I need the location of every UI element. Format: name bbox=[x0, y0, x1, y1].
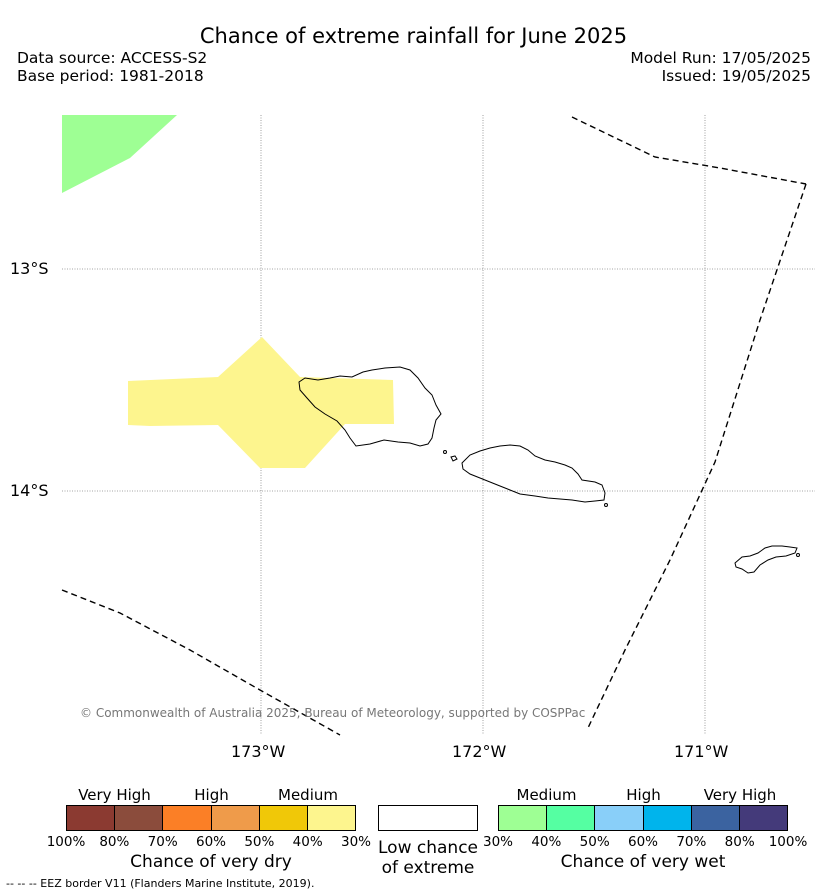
wet-colorbar-label: Chance of very wet bbox=[560, 852, 726, 872]
wet-colorbar bbox=[498, 805, 788, 831]
dry-colorbar-tick-6: 30% bbox=[340, 834, 371, 850]
dry-group-very-high: Very High bbox=[78, 786, 151, 804]
wet-colorbar-tick-0: 30% bbox=[482, 834, 513, 850]
dry-colorbar-tick-4: 50% bbox=[244, 834, 275, 850]
wet-colorbar-tick-5: 80% bbox=[724, 834, 755, 850]
wet-colorbar-tick-6: 100% bbox=[768, 834, 808, 850]
eez-borders bbox=[61, 116, 807, 736]
low-chance-label-line2: of extreme bbox=[381, 858, 475, 878]
dry-group-high: High bbox=[194, 786, 229, 804]
lat-label-14s: 14°S bbox=[10, 481, 49, 500]
dry-colorbar-tick-5: 40% bbox=[292, 834, 323, 850]
model-run-text: Model Run: 17/05/2025 bbox=[630, 49, 811, 67]
wet-group-medium: Medium bbox=[516, 786, 577, 804]
medium-dry-region bbox=[128, 337, 394, 468]
data-source-text: Data source: ACCESS-S2 bbox=[17, 49, 208, 67]
lon-label-172w: 172°W bbox=[452, 742, 507, 761]
dry-colorbar-tick-1: 80% bbox=[99, 834, 130, 850]
wet-colorbar-tick-2: 50% bbox=[579, 834, 610, 850]
lon-label-171w: 171°W bbox=[674, 742, 729, 761]
wet-colorbar-tick-3: 60% bbox=[627, 834, 658, 850]
wet-colorbar-segment-5 bbox=[738, 806, 788, 830]
apolima-islet bbox=[443, 450, 447, 454]
aunuu-islet bbox=[796, 553, 800, 557]
wet-colorbar-segment-0 bbox=[499, 806, 547, 830]
eez-border-north bbox=[571, 116, 807, 185]
copyright-text: © Commonwealth of Australia 2025, Bureau… bbox=[80, 706, 586, 720]
dry-colorbar-segment-3 bbox=[210, 806, 259, 830]
dry-colorbar-segment-0 bbox=[67, 806, 115, 830]
upolu-island-outline bbox=[461, 444, 606, 503]
wet-colorbar-tick-1: 40% bbox=[531, 834, 562, 850]
dry-colorbar-segment-4 bbox=[258, 806, 307, 830]
wet-group-high: High bbox=[626, 786, 661, 804]
wet-colorbar-segment-4 bbox=[690, 806, 739, 830]
issued-date-text: Issued: 19/05/2025 bbox=[661, 67, 811, 85]
dry-colorbar-tick-2: 70% bbox=[147, 834, 178, 850]
dry-colorbar-tick-3: 60% bbox=[195, 834, 226, 850]
nuutele-islet bbox=[604, 503, 608, 507]
lat-label-13s: 13°S bbox=[10, 259, 49, 278]
dry-group-medium: Medium bbox=[278, 786, 338, 804]
wet-colorbar-segment-2 bbox=[594, 806, 643, 830]
dry-colorbar-segment-1 bbox=[114, 806, 163, 830]
eez-border-note: -- -- -- EEZ border V11 (Flanders Marine… bbox=[6, 877, 315, 890]
manono-islet bbox=[450, 455, 458, 462]
low-chance-swatch bbox=[378, 805, 478, 831]
low-chance-label-line1: Low chance bbox=[378, 838, 478, 858]
tutuila-island-outline bbox=[734, 545, 798, 574]
savaii-island-outline bbox=[298, 366, 442, 447]
wet-colorbar-segment-3 bbox=[642, 806, 691, 830]
eez-border-southwest bbox=[61, 589, 341, 736]
dry-colorbar-label: Chance of very dry bbox=[130, 852, 292, 872]
dry-colorbar-segment-5 bbox=[306, 806, 356, 830]
dry-colorbar-tick-0: 100% bbox=[46, 834, 86, 850]
wet-colorbar-segment-1 bbox=[546, 806, 595, 830]
dry-colorbar bbox=[66, 805, 356, 831]
wet-colorbar-tick-4: 70% bbox=[676, 834, 707, 850]
lon-label-173w: 173°W bbox=[231, 742, 286, 761]
map-title: Chance of extreme rainfall for June 2025 bbox=[199, 24, 628, 48]
dry-colorbar-segment-2 bbox=[162, 806, 211, 830]
eez-border-east bbox=[586, 183, 807, 731]
medium-wet-region bbox=[62, 115, 177, 193]
base-period-text: Base period: 1981-2018 bbox=[17, 67, 204, 85]
wet-group-very-high: Very High bbox=[703, 786, 777, 804]
